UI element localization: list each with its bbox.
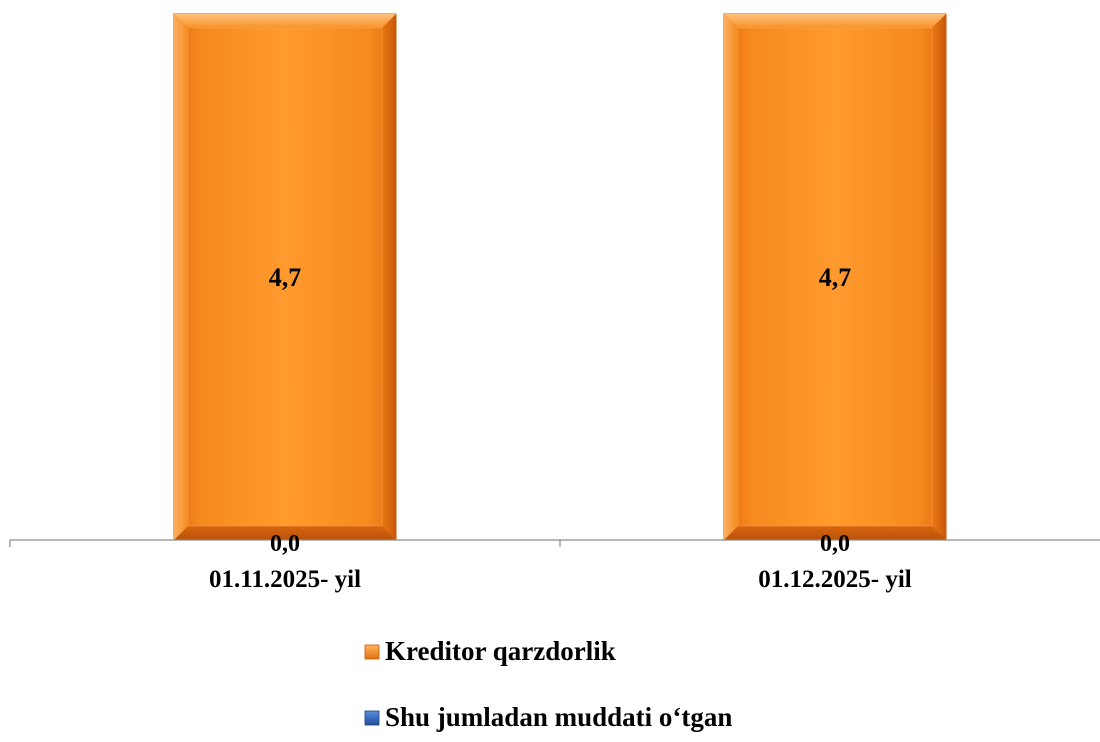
value-label-kreditor: 4,7 (819, 263, 852, 292)
category-label: 01.12.2025- yil (758, 566, 912, 593)
legend: Kreditor qarzdorlik Shu jumladan muddati … (364, 636, 732, 732)
legend-item-kreditor: Kreditor qarzdorlik (364, 636, 616, 666)
legend-label: Shu jumladan muddati o‘tgan (385, 702, 732, 732)
legend-label: Kreditor qarzdorlik (385, 636, 616, 666)
bar-2 (723, 13, 947, 541)
value-label-overdue: 0,0 (270, 531, 300, 557)
bars-layer (173, 13, 947, 541)
value-label-overdue: 0,0 (820, 531, 850, 557)
bar-1 (173, 13, 397, 541)
x-axis: 01.11.2025- yil 01.12.2025- yil (9, 539, 1100, 593)
legend-swatch (364, 644, 380, 660)
value-label-kreditor: 4,7 (269, 263, 302, 292)
category-label: 01.11.2025- yil (209, 566, 361, 593)
legend-item-overdue: Shu jumladan muddati o‘tgan (364, 702, 732, 732)
legend-swatch (364, 710, 380, 726)
data-labels: 4,7 4,7 0,0 0,0 (269, 263, 852, 557)
